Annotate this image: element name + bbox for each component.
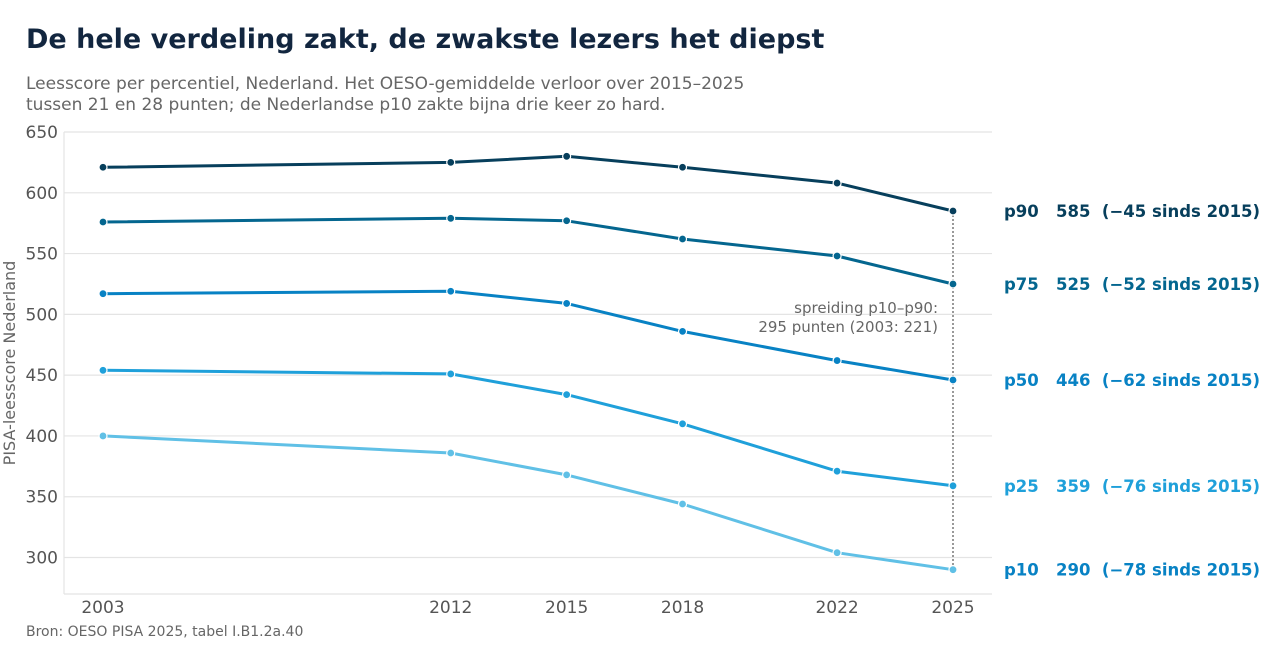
chart-subtitle: Leesscore per percentiel, Nederland. Het…: [26, 74, 846, 116]
point-p25: [562, 390, 572, 400]
y-tick-label: 400: [26, 427, 58, 447]
x-tick-label: 2025: [931, 598, 974, 618]
point-p25: [948, 481, 958, 491]
point-p90: [446, 157, 456, 167]
y-axis-title: PISA-leesscore Nederland: [0, 261, 19, 466]
series-lines: [98, 151, 958, 575]
point-p90: [948, 206, 958, 216]
point-p75: [948, 279, 958, 289]
y-tick-label: 350: [26, 488, 58, 508]
point-p75: [562, 216, 572, 226]
series-line-p50: [102, 289, 954, 382]
point-p25: [832, 466, 842, 476]
gridlines: [64, 131, 992, 559]
series-line-p90: [102, 154, 954, 213]
series-line-p75: [102, 216, 954, 286]
series-line-p10: [102, 434, 954, 572]
end-label-p10: p10 290 (−78 sinds 2015): [1004, 561, 1260, 580]
end-labels: p90 585 (−45 sinds 2015) p75 525 (−52 sin…: [1004, 202, 1260, 580]
end-label-p75: p75 525 (−52 sinds 2015): [1004, 275, 1260, 294]
y-tick-label: 600: [26, 184, 58, 204]
point-p50: [98, 289, 108, 299]
end-label-p25: p25 359 (−76 sinds 2015): [1004, 477, 1260, 496]
point-p50: [948, 375, 958, 385]
point-p25: [98, 365, 108, 375]
point-p75: [832, 251, 842, 261]
x-tick-label: 2015: [545, 598, 588, 618]
y-tick-label: 450: [26, 366, 58, 386]
subtitle-line-2: tussen 21 en 28 punten; de Nederlandse p…: [26, 95, 666, 115]
point-p50: [562, 298, 572, 309]
y-tick-label: 550: [26, 245, 58, 265]
y-tick-label: 300: [26, 549, 58, 569]
point-p25: [677, 419, 688, 429]
x-tick-label: 2003: [81, 598, 124, 618]
point-p75: [677, 234, 688, 244]
x-tick-label: 2022: [815, 598, 858, 618]
point-p25: [446, 369, 456, 379]
point-p50: [832, 355, 842, 366]
point-p10: [948, 565, 958, 575]
point-p90: [562, 151, 572, 161]
point-p90: [832, 178, 842, 188]
axes: 300 350 400 450 500 550 600 650 2003 2012 2015 2018…: [0, 123, 992, 618]
y-tick-label: 650: [26, 123, 58, 143]
chart-title: De hele verdeling zakt, de zwakste lezer…: [26, 24, 825, 55]
end-label-p50: p50 446 (−62 sinds 2015): [1004, 371, 1260, 390]
x-tick-label: 2012: [429, 598, 472, 618]
point-p75: [98, 217, 108, 227]
point-p10: [446, 448, 456, 458]
point-p10: [832, 548, 842, 558]
point-p90: [98, 162, 108, 172]
point-p75: [446, 213, 456, 223]
series-line-p25: [102, 368, 954, 488]
end-label-p90: p90 585 (−45 sinds 2015): [1004, 202, 1260, 221]
spread-note-line: 295 punten (2003: 221): [758, 318, 938, 336]
point-p10: [677, 499, 688, 509]
point-p50: [446, 286, 456, 296]
spread-note-line: spreiding p10–p90:: [794, 299, 938, 317]
point-p50: [677, 326, 688, 336]
x-tick-label: 2018: [661, 598, 704, 618]
source-note: Bron: OESO PISA 2025, tabel I.B1.2a.40: [26, 624, 304, 640]
spread-annotation: spreiding p10–p90:295 punten (2003: 221): [758, 211, 954, 570]
y-tick-label: 500: [26, 305, 58, 325]
point-p90: [677, 162, 688, 172]
point-p10: [562, 470, 572, 480]
subtitle-line-1: Leesscore per percentiel, Nederland. Het…: [26, 74, 745, 94]
point-p10: [98, 431, 108, 441]
